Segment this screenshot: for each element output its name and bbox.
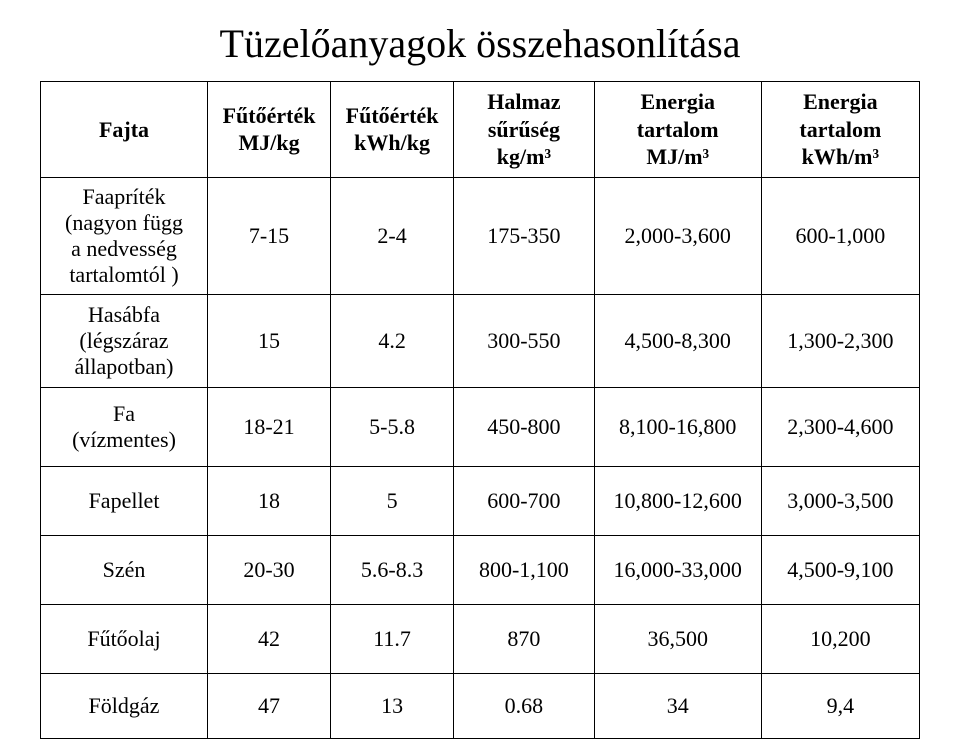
fajta-text: tartalomtól ) [45,262,203,288]
col-header-mjm3: Energia tartalom MJ/m³ [594,82,761,178]
cell-value: 870 [454,604,595,673]
cell-value: 11.7 [331,604,454,673]
cell-fajta: Fűtőolaj [41,604,208,673]
cell-value: 20-30 [208,535,331,604]
header-text: Fűtőérték [335,102,449,130]
table-row: Szén 20-30 5.6-8.3 800-1,100 16,000-33,0… [41,535,920,604]
header-text: MJ/m³ [599,143,757,171]
cell-value: 18 [208,466,331,535]
cell-value: 450-800 [454,387,595,466]
cell-value: 5-5.8 [331,387,454,466]
cell-value: 4,500-8,300 [594,294,761,387]
cell-value: 16,000-33,000 [594,535,761,604]
cell-value: 600-1,000 [761,177,919,294]
fajta-text: (légszáraz [45,328,203,354]
table-row: Fapellet 18 5 600-700 10,800-12,600 3,00… [41,466,920,535]
table-row: Hasábfa (légszáraz állapotban) 15 4.2 30… [41,294,920,387]
cell-fajta: Szén [41,535,208,604]
col-header-kwhm3: Energia tartalom kWh/m³ [761,82,919,178]
cell-value: 800-1,100 [454,535,595,604]
cell-fajta: Fa (vízmentes) [41,387,208,466]
header-text: sűrűség [458,116,590,144]
cell-value: 42 [208,604,331,673]
header-text: Fűtőérték [212,102,326,130]
page-title: Tüzelőanyagok összehasonlítása [40,20,920,67]
cell-value: 300-550 [454,294,595,387]
cell-value: 4.2 [331,294,454,387]
col-header-fajta: Fajta [41,82,208,178]
cell-fajta: Hasábfa (légszáraz állapotban) [41,294,208,387]
cell-value: 4,500-9,100 [761,535,919,604]
cell-value: 1,300-2,300 [761,294,919,387]
cell-value: 2,300-4,600 [761,387,919,466]
cell-value: 8,100-16,800 [594,387,761,466]
cell-value: 18-21 [208,387,331,466]
cell-value: 34 [594,673,761,738]
page: Tüzelőanyagok összehasonlítása Fajta Fűt… [0,0,960,720]
header-text: Energia [599,88,757,116]
cell-value: 36,500 [594,604,761,673]
cell-value: 10,800-12,600 [594,466,761,535]
cell-fajta: Faapríték (nagyon függ a nedvesség tarta… [41,177,208,294]
cell-value: 175-350 [454,177,595,294]
cell-value: 15 [208,294,331,387]
fajta-text: a nedvesség [45,236,203,262]
header-text: kWh/m³ [766,143,915,171]
cell-value: 3,000-3,500 [761,466,919,535]
table-header-row: Fajta Fűtőérték MJ/kg Fűtőérték kWh/kg H… [41,82,920,178]
fajta-text: (nagyon függ [45,210,203,236]
col-header-kgm3: Halmaz sűrűség kg/m³ [454,82,595,178]
fajta-text: (vízmentes) [45,427,203,453]
header-text: kg/m³ [458,143,590,171]
cell-value: 47 [208,673,331,738]
fuel-comparison-table: Fajta Fűtőérték MJ/kg Fűtőérték kWh/kg H… [40,81,920,739]
fajta-text: állapotban) [45,354,203,380]
cell-fajta: Földgáz [41,673,208,738]
cell-fajta: Fapellet [41,466,208,535]
table-row: Faapríték (nagyon függ a nedvesség tarta… [41,177,920,294]
header-text: tartalom [599,116,757,144]
fajta-text: Fa [45,401,203,427]
header-text: Energia [766,88,915,116]
cell-value: 600-700 [454,466,595,535]
cell-value: 0.68 [454,673,595,738]
cell-value: 10,200 [761,604,919,673]
cell-value: 13 [331,673,454,738]
header-text: Halmaz [458,88,590,116]
cell-value: 5.6-8.3 [331,535,454,604]
cell-value: 7-15 [208,177,331,294]
col-header-mjkg: Fűtőérték MJ/kg [208,82,331,178]
table-row: Fűtőolaj 42 11.7 870 36,500 10,200 [41,604,920,673]
header-text: tartalom [766,116,915,144]
table-row: Fa (vízmentes) 18-21 5-5.8 450-800 8,100… [41,387,920,466]
fajta-text: Hasábfa [45,302,203,328]
fajta-text: Faapríték [45,184,203,210]
cell-value: 9,4 [761,673,919,738]
cell-value: 2-4 [331,177,454,294]
table-row: Földgáz 47 13 0.68 34 9,4 [41,673,920,738]
cell-value: 5 [331,466,454,535]
header-text: MJ/kg [212,129,326,157]
header-text: kWh/kg [335,129,449,157]
header-text: Fajta [45,116,203,144]
cell-value: 2,000-3,600 [594,177,761,294]
col-header-kwhkg: Fűtőérték kWh/kg [331,82,454,178]
